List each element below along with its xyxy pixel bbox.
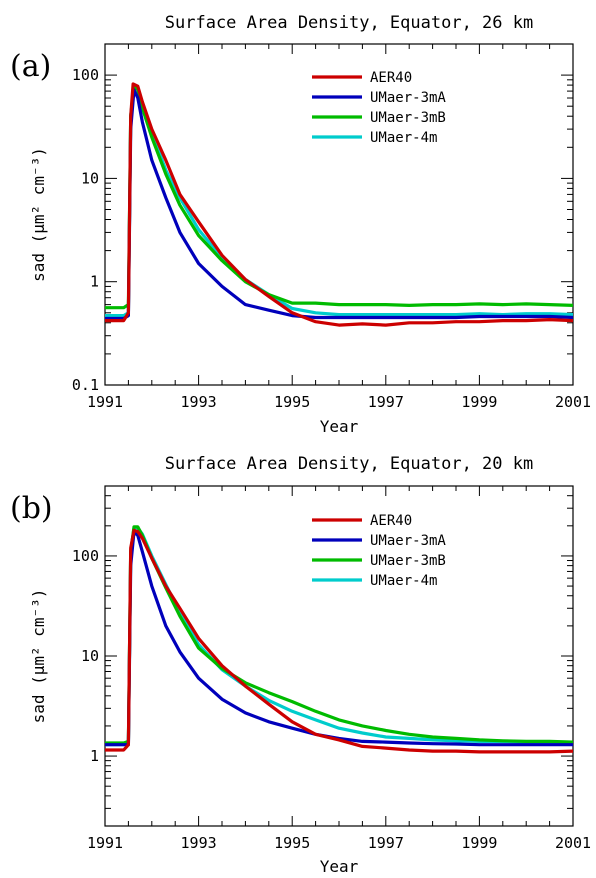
x-tick-label: 1993 [181, 834, 217, 852]
x-axis-label: Year [320, 417, 359, 436]
chart-panel-a: Surface Area Density, Equator, 26 km (a) 1… [10, 13, 591, 436]
legend-label: UMaer-3mB [370, 110, 446, 126]
x-tick-label: 2001 [555, 393, 591, 411]
legend-label: UMaer-4m [370, 130, 437, 146]
y-tick-label: 1 [90, 747, 99, 765]
y-tick-label: 10 [81, 169, 99, 187]
x-tick-label: 2001 [555, 834, 591, 852]
x-tick-label: 1995 [274, 393, 310, 411]
x-tick-label: 1999 [461, 393, 497, 411]
series-line-umaer-3ma [105, 88, 573, 321]
x-tick-label: 1991 [87, 393, 123, 411]
chart-title: Surface Area Density, Equator, 26 km [165, 13, 533, 33]
x-axis-label: Year [320, 857, 359, 876]
y-axis-label: sad (μm² cm⁻³) [29, 147, 48, 282]
x-tick-label: 1999 [461, 834, 497, 852]
x-tick-label: 1993 [181, 393, 217, 411]
plot-frame [104, 485, 574, 827]
chart-title: Surface Area Density, Equator, 20 km [165, 454, 533, 474]
series-line-aer40 [105, 82, 573, 327]
series-line-umaer-4m [105, 83, 573, 318]
y-tick-label: 1 [90, 273, 99, 291]
y-tick-label: 10 [81, 647, 99, 665]
y-tick-label: 100 [72, 66, 99, 84]
x-tick-label: 1997 [368, 393, 404, 411]
x-tick-label: 1991 [87, 834, 123, 852]
chart-panel-b: Surface Area Density, Equator, 20 km (b) 1… [10, 454, 591, 876]
panel-label: (b) [10, 491, 53, 526]
legend-label: AER40 [370, 513, 412, 529]
x-tick-label: 1997 [368, 834, 404, 852]
series-line-aer40 [105, 528, 573, 754]
y-axis-label: sad (μm² cm⁻³) [29, 589, 48, 724]
x-tick-label: 1995 [274, 834, 310, 852]
series-line-umaer-3ma [105, 530, 573, 747]
legend-label: AER40 [370, 70, 412, 86]
plot-frame [104, 43, 574, 386]
legend-label: UMaer-4m [370, 573, 437, 589]
legend-label: UMaer-3mA [370, 533, 446, 549]
panel-label: (a) [10, 49, 51, 84]
series-line-umaer-3mb [105, 525, 573, 745]
y-tick-label: 0.1 [72, 376, 99, 394]
legend-label: UMaer-3mA [370, 90, 446, 106]
series-line-umaer-3mb [105, 84, 573, 310]
y-tick-label: 100 [72, 547, 99, 565]
legend-label: UMaer-3mB [370, 553, 446, 569]
